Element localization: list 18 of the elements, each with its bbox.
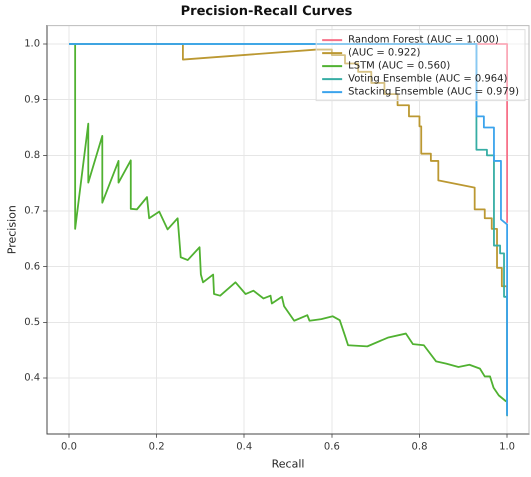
y-tick-label: 1.0: [24, 38, 40, 50]
x-tick-label: 0.2: [148, 441, 165, 452]
legend-label: Random Forest (AUC = 1.000): [348, 34, 499, 46]
y-tick-label: 0.6: [24, 261, 40, 272]
y-tick-label: 0.8: [24, 150, 40, 161]
chart-title: Precision-Recall Curves: [180, 4, 353, 20]
x-axis-title: Recall: [272, 457, 304, 470]
legend-label: (AUC = 0.922): [348, 48, 421, 59]
x-tick-label: 1.0: [499, 441, 516, 452]
y-tick-label: 0.5: [24, 317, 40, 328]
x-tick-label: 0.8: [412, 441, 428, 452]
x-tick-label: 0.4: [236, 441, 252, 452]
y-tick-label: 0.4: [24, 372, 40, 384]
x-tick-label: 0.0: [61, 441, 77, 452]
y-axis-title: Precision: [5, 205, 18, 254]
y-tick-label: 0.7: [24, 206, 40, 217]
x-tick-label: 0.6: [324, 441, 340, 452]
y-tick-label: 0.9: [24, 94, 40, 106]
